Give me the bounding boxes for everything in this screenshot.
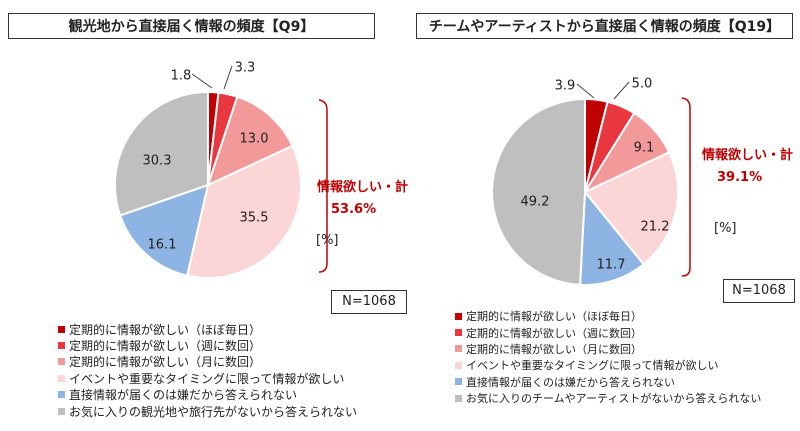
chart1-legend-label: お気に入りの観光地や旅行先がないから答えられない — [69, 404, 358, 419]
chart1-value-label-5: 16.1 — [148, 238, 177, 253]
chart2-value-label-5: 11.7 — [597, 258, 626, 273]
chart1-value-label-4: 35.5 — [240, 211, 269, 226]
chart2-legend-swatch — [455, 394, 462, 402]
chart2-value-label-4: 21.2 — [641, 220, 670, 235]
chart1-leader-line-2 — [223, 65, 233, 90]
chart2-legend-swatch — [455, 378, 462, 386]
chart1-legend-swatch — [58, 374, 65, 382]
chart1-legend-label: イベントや重要なタイミングに限って情報が欲しい — [69, 371, 345, 386]
chart1-legend: 定期的に情報が欲しい（ほぼ毎日） 定期的に情報が欲しい（週に数回） 定期的に情報が欲… — [58, 321, 357, 419]
chart1-slice-6 — [114, 90, 209, 217]
chart1-slice-4 — [185, 144, 302, 279]
chart2-legend-swatch — [455, 312, 462, 320]
chart1-unit: [%] — [316, 233, 339, 248]
chart1-annotation-label: 情報欲しい・計 — [317, 179, 408, 195]
chart2-legend-swatch — [455, 361, 462, 369]
chart1-annotation: 情報欲しい・計 53.6% — [317, 99, 408, 273]
chart2-legend-label: お気に入りのチームやアーティストがないから答えられない — [466, 392, 762, 406]
chart2-legend-label: イベントや重要なタイミングに限って情報が欲しい — [466, 359, 719, 373]
chart2-legend-label: 直接情報が届くのは嫌だから答えられない — [466, 375, 675, 389]
chart2-legend-swatch — [455, 329, 462, 337]
chart2-value-label-6: 49.2 — [521, 195, 550, 210]
chart2-sample-size: N=1068 — [723, 279, 795, 303]
chart1-legend-label: 定期的に情報が欲しい（週に数回） — [69, 339, 262, 354]
chart1-bracket — [318, 99, 328, 273]
chart1-value-label-6: 30.3 — [143, 154, 172, 169]
chart2-legend-label: 定期的に情報が欲しい（週に数回） — [466, 326, 642, 340]
chart1-legend-item: 直接情報が届くのは嫌だから答えられない — [58, 387, 357, 403]
chart1-legend-swatch — [58, 358, 65, 366]
chart2-legend-label: 定期的に情報が欲しい（月に数回） — [466, 342, 642, 356]
chart2-annotation-value: 39.1% — [717, 170, 762, 185]
chart1-legend-item: 定期的に情報が欲しい（月に数回） — [58, 354, 357, 370]
chart2-legend-swatch — [455, 345, 462, 353]
chart1-legend-swatch — [58, 342, 65, 350]
chart1-legend-item: イベントや重要なタイミングに限って情報が欲しい — [58, 370, 357, 386]
chart1-legend-item: 定期的に情報が欲しい（ほぼ毎日） — [58, 321, 357, 337]
chart1-sample-size: N=1068 — [331, 290, 407, 314]
chart1-legend-item: お気に入りの観光地や旅行先がないから答えられない — [58, 403, 357, 419]
chart2-legend: 定期的に情報が欲しい（ほぼ毎日） 定期的に情報が欲しい（週に数回） 定期的に情報が欲… — [455, 308, 761, 406]
chart2-slice-6 — [491, 97, 586, 286]
chart1-legend-swatch — [58, 325, 65, 333]
chart1-legend-swatch — [58, 407, 65, 415]
chart2-legend-item: お気に入りのチームやアーティストがないから答えられない — [455, 390, 761, 406]
chart1-legend-label: 直接情報が届くのは嫌だから答えられない — [69, 388, 298, 403]
chart2-pie: 3.9 5.0 9.1 21.2 11.7 49.2 — [491, 77, 679, 286]
chart1-value-label-2: 3.3 — [235, 61, 256, 76]
chart1-slice-5 — [118, 183, 210, 277]
chart2-legend-label: 定期的に情報が欲しい（ほぼ毎日） — [466, 310, 642, 324]
chart1-legend-label: 定期的に情報が欲しい（月に数回） — [69, 355, 262, 370]
chart2-slice-4 — [583, 150, 679, 266]
chart2-leader-line-1 — [576, 83, 595, 99]
chart1-value-label-1: 1.8 — [171, 69, 192, 84]
chart2-bracket — [681, 97, 691, 277]
chart1-legend-label: 定期的に情報が欲しい（ほぼ毎日） — [69, 322, 262, 337]
chart1-slice-3 — [206, 95, 294, 187]
chart1-value-label-3: 13.0 — [240, 132, 269, 147]
chart1-legend-item: 定期的に情報が欲しい（週に数回） — [58, 337, 357, 353]
chart2-slice-5 — [578, 189, 645, 286]
chart2-value-label-2: 5.0 — [632, 77, 653, 92]
chart1-annotation-value: 53.6% — [331, 202, 376, 217]
chart2-legend-item: イベントや重要なタイミングに限って情報が欲しい — [455, 357, 761, 373]
chart1-pie: 1.8 3.3 13.0 35.5 16.1 30.3 — [114, 61, 302, 279]
chart2-legend-item: 定期的に情報が欲しい（週に数回） — [455, 324, 761, 340]
chart2-annotation-label: 情報欲しい・計 — [702, 147, 793, 163]
chart2-title: チームやアーティストから直接届く情報の頻度【Q19】 — [416, 13, 793, 39]
chart2-legend-item: 直接情報が届くのは嫌だから答えられない — [455, 374, 761, 390]
chart2-unit: [%] — [714, 221, 737, 236]
chart1-legend-swatch — [58, 391, 65, 399]
chart2-annotation: 情報欲しい・計 39.1% — [681, 97, 793, 277]
chart1-leader-line-1 — [191, 73, 213, 89]
chart2-legend-item: 定期的に情報が欲しい（月に数回） — [455, 341, 761, 357]
chart2-leader-line-2 — [613, 81, 630, 100]
chart2-value-label-3: 9.1 — [634, 141, 655, 156]
chart2-legend-item: 定期的に情報が欲しい（ほぼ毎日） — [455, 308, 761, 324]
chart2-value-label-1: 3.9 — [555, 79, 576, 94]
chart1-title: 観光地から直接届く情報の頻度【Q9】 — [8, 13, 375, 39]
